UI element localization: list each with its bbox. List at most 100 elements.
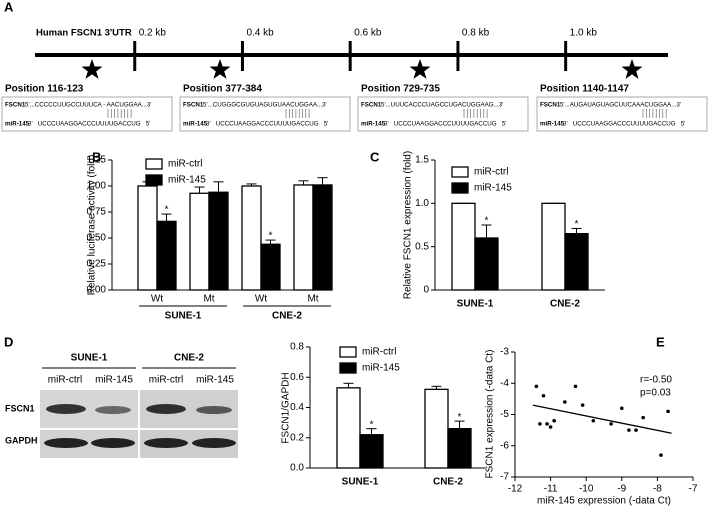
site-star xyxy=(81,59,103,79)
point xyxy=(659,453,663,457)
x-tick-label: -11 xyxy=(544,484,558,495)
x-tick-label: SUNE-1 xyxy=(342,477,379,488)
site-mir-seq: 3' UCCCUAAGGACCCUUUUGACCUG 5' xyxy=(206,121,328,128)
blot-band xyxy=(144,438,188,448)
y-tick-label: 1.25 xyxy=(87,155,107,166)
group-label: CNE-2 xyxy=(272,311,302,322)
significance: * xyxy=(165,205,169,216)
site-utr-seq: 5'...AUGAUAGUAGCUUCAAACUGGAA...3' xyxy=(560,102,681,109)
site-gene: FSCN1 xyxy=(183,102,204,109)
bar xyxy=(312,184,333,291)
blot-band xyxy=(44,438,88,448)
legend-swatch xyxy=(451,182,469,194)
panel-label: C xyxy=(370,149,380,164)
y-tick-label: 0.75 xyxy=(87,207,107,218)
x-tick-label: CNE-2 xyxy=(433,477,463,488)
site-mir: miR-145 xyxy=(361,121,386,128)
point xyxy=(545,422,549,426)
bar xyxy=(189,192,210,291)
scale-label: 0.4 kb xyxy=(246,28,274,39)
significance: * xyxy=(575,219,579,230)
bar xyxy=(293,184,314,291)
y-tick-label: 0.6 xyxy=(290,372,304,383)
site-mir: miR-145 xyxy=(183,121,208,128)
blot-band xyxy=(95,406,131,414)
x-tick-label: Wt xyxy=(151,294,163,305)
site-box xyxy=(1,96,173,132)
bar xyxy=(336,387,361,469)
site-box xyxy=(179,96,351,132)
y-tick-label: 0.0 xyxy=(290,463,304,474)
scale-label: 1.0 kb xyxy=(570,28,598,39)
panel-label: B xyxy=(92,149,101,164)
x-tick-label: -8 xyxy=(653,484,662,495)
panel-label: A xyxy=(4,0,14,14)
site-mir: miR-145 xyxy=(540,121,565,128)
y-tick-label: 0.50 xyxy=(87,233,107,244)
site-mir: miR-145 xyxy=(5,121,30,128)
point xyxy=(627,428,631,432)
blot-band xyxy=(91,438,135,448)
point xyxy=(573,384,578,389)
site-position: Position 729-735 xyxy=(361,84,440,95)
significance: * xyxy=(485,216,489,227)
x-tick-label: -7 xyxy=(689,484,698,495)
bar xyxy=(359,434,384,469)
y-axis-label: Relative luciferase activity (fold) xyxy=(87,155,98,296)
site-utr-seq: 5'...UUUCACCCUAGCCUGACUGGAAG...3' xyxy=(381,102,503,109)
bar xyxy=(451,202,476,291)
panel-label: E xyxy=(656,334,665,349)
site-gene: FSCN1 xyxy=(361,102,382,109)
site-mir-seq: 3' UCCCUAAGGACCCUUUUGACCUG 5' xyxy=(28,121,150,128)
y-axis-label: Relative FSCN1 expression (fold) xyxy=(403,151,414,299)
site-box xyxy=(536,96,708,132)
x-axis-label: miR-145 expression (-data Ct) xyxy=(537,496,671,507)
significance: * xyxy=(269,231,273,242)
bar xyxy=(241,185,262,291)
y-tick-label: -4 xyxy=(500,378,509,389)
blot-band xyxy=(146,404,186,414)
annotation: r=-0.50 xyxy=(640,375,672,386)
bar xyxy=(424,388,449,469)
y-tick-label: 0.25 xyxy=(87,259,107,270)
site-position: Position 1140-1147 xyxy=(540,84,629,95)
scale-label: 0.6 kb xyxy=(354,28,382,39)
point xyxy=(534,384,539,389)
scale-label: 0.2 kb xyxy=(139,28,167,39)
legend-swatch xyxy=(339,362,357,374)
site-star xyxy=(409,59,431,79)
y-tick-label: 1.5 xyxy=(415,155,429,166)
x-tick-label: Wt xyxy=(255,294,267,305)
blot-lane: miR-145 xyxy=(95,375,133,386)
point xyxy=(548,425,553,429)
significance: * xyxy=(458,412,462,423)
bar xyxy=(137,185,158,291)
bar xyxy=(156,220,177,291)
site-utr-seq: 5'...CUGGGCGUGUAGUGUAACUGGAA...3' xyxy=(203,102,327,109)
x-tick-label: CNE-2 xyxy=(550,299,580,310)
point xyxy=(591,418,596,423)
panel-label: D xyxy=(4,334,13,349)
legend-label: miR-ctrl xyxy=(362,347,396,358)
bar xyxy=(208,191,229,291)
point xyxy=(666,409,670,414)
x-tick-label: Mt xyxy=(307,294,318,305)
site-star xyxy=(621,59,643,79)
annotation: p=0.03 xyxy=(640,388,671,399)
point xyxy=(538,422,542,426)
x-tick-label: -10 xyxy=(579,484,594,495)
y-tick-label: 1.00 xyxy=(87,181,107,192)
y-tick-label: 0.2 xyxy=(290,432,304,443)
blot-row: GAPDH xyxy=(5,435,38,445)
legend-label: miR-ctrl xyxy=(474,167,508,178)
group-label: SUNE-1 xyxy=(165,311,202,322)
bar xyxy=(541,202,566,291)
legend-swatch xyxy=(145,158,163,170)
blot-group: CNE-2 xyxy=(174,353,204,364)
site-position: Position 116-123 xyxy=(5,84,84,95)
site-mir-seq: 3' UCCCUAAGGACCCUUUUGACCUG 5' xyxy=(563,121,685,128)
y-tick-label: 0.4 xyxy=(290,402,304,413)
utr-title: Human FSCN1 3'UTR xyxy=(36,28,132,39)
y-tick-label: 0.00 xyxy=(87,285,107,296)
point xyxy=(580,403,585,407)
